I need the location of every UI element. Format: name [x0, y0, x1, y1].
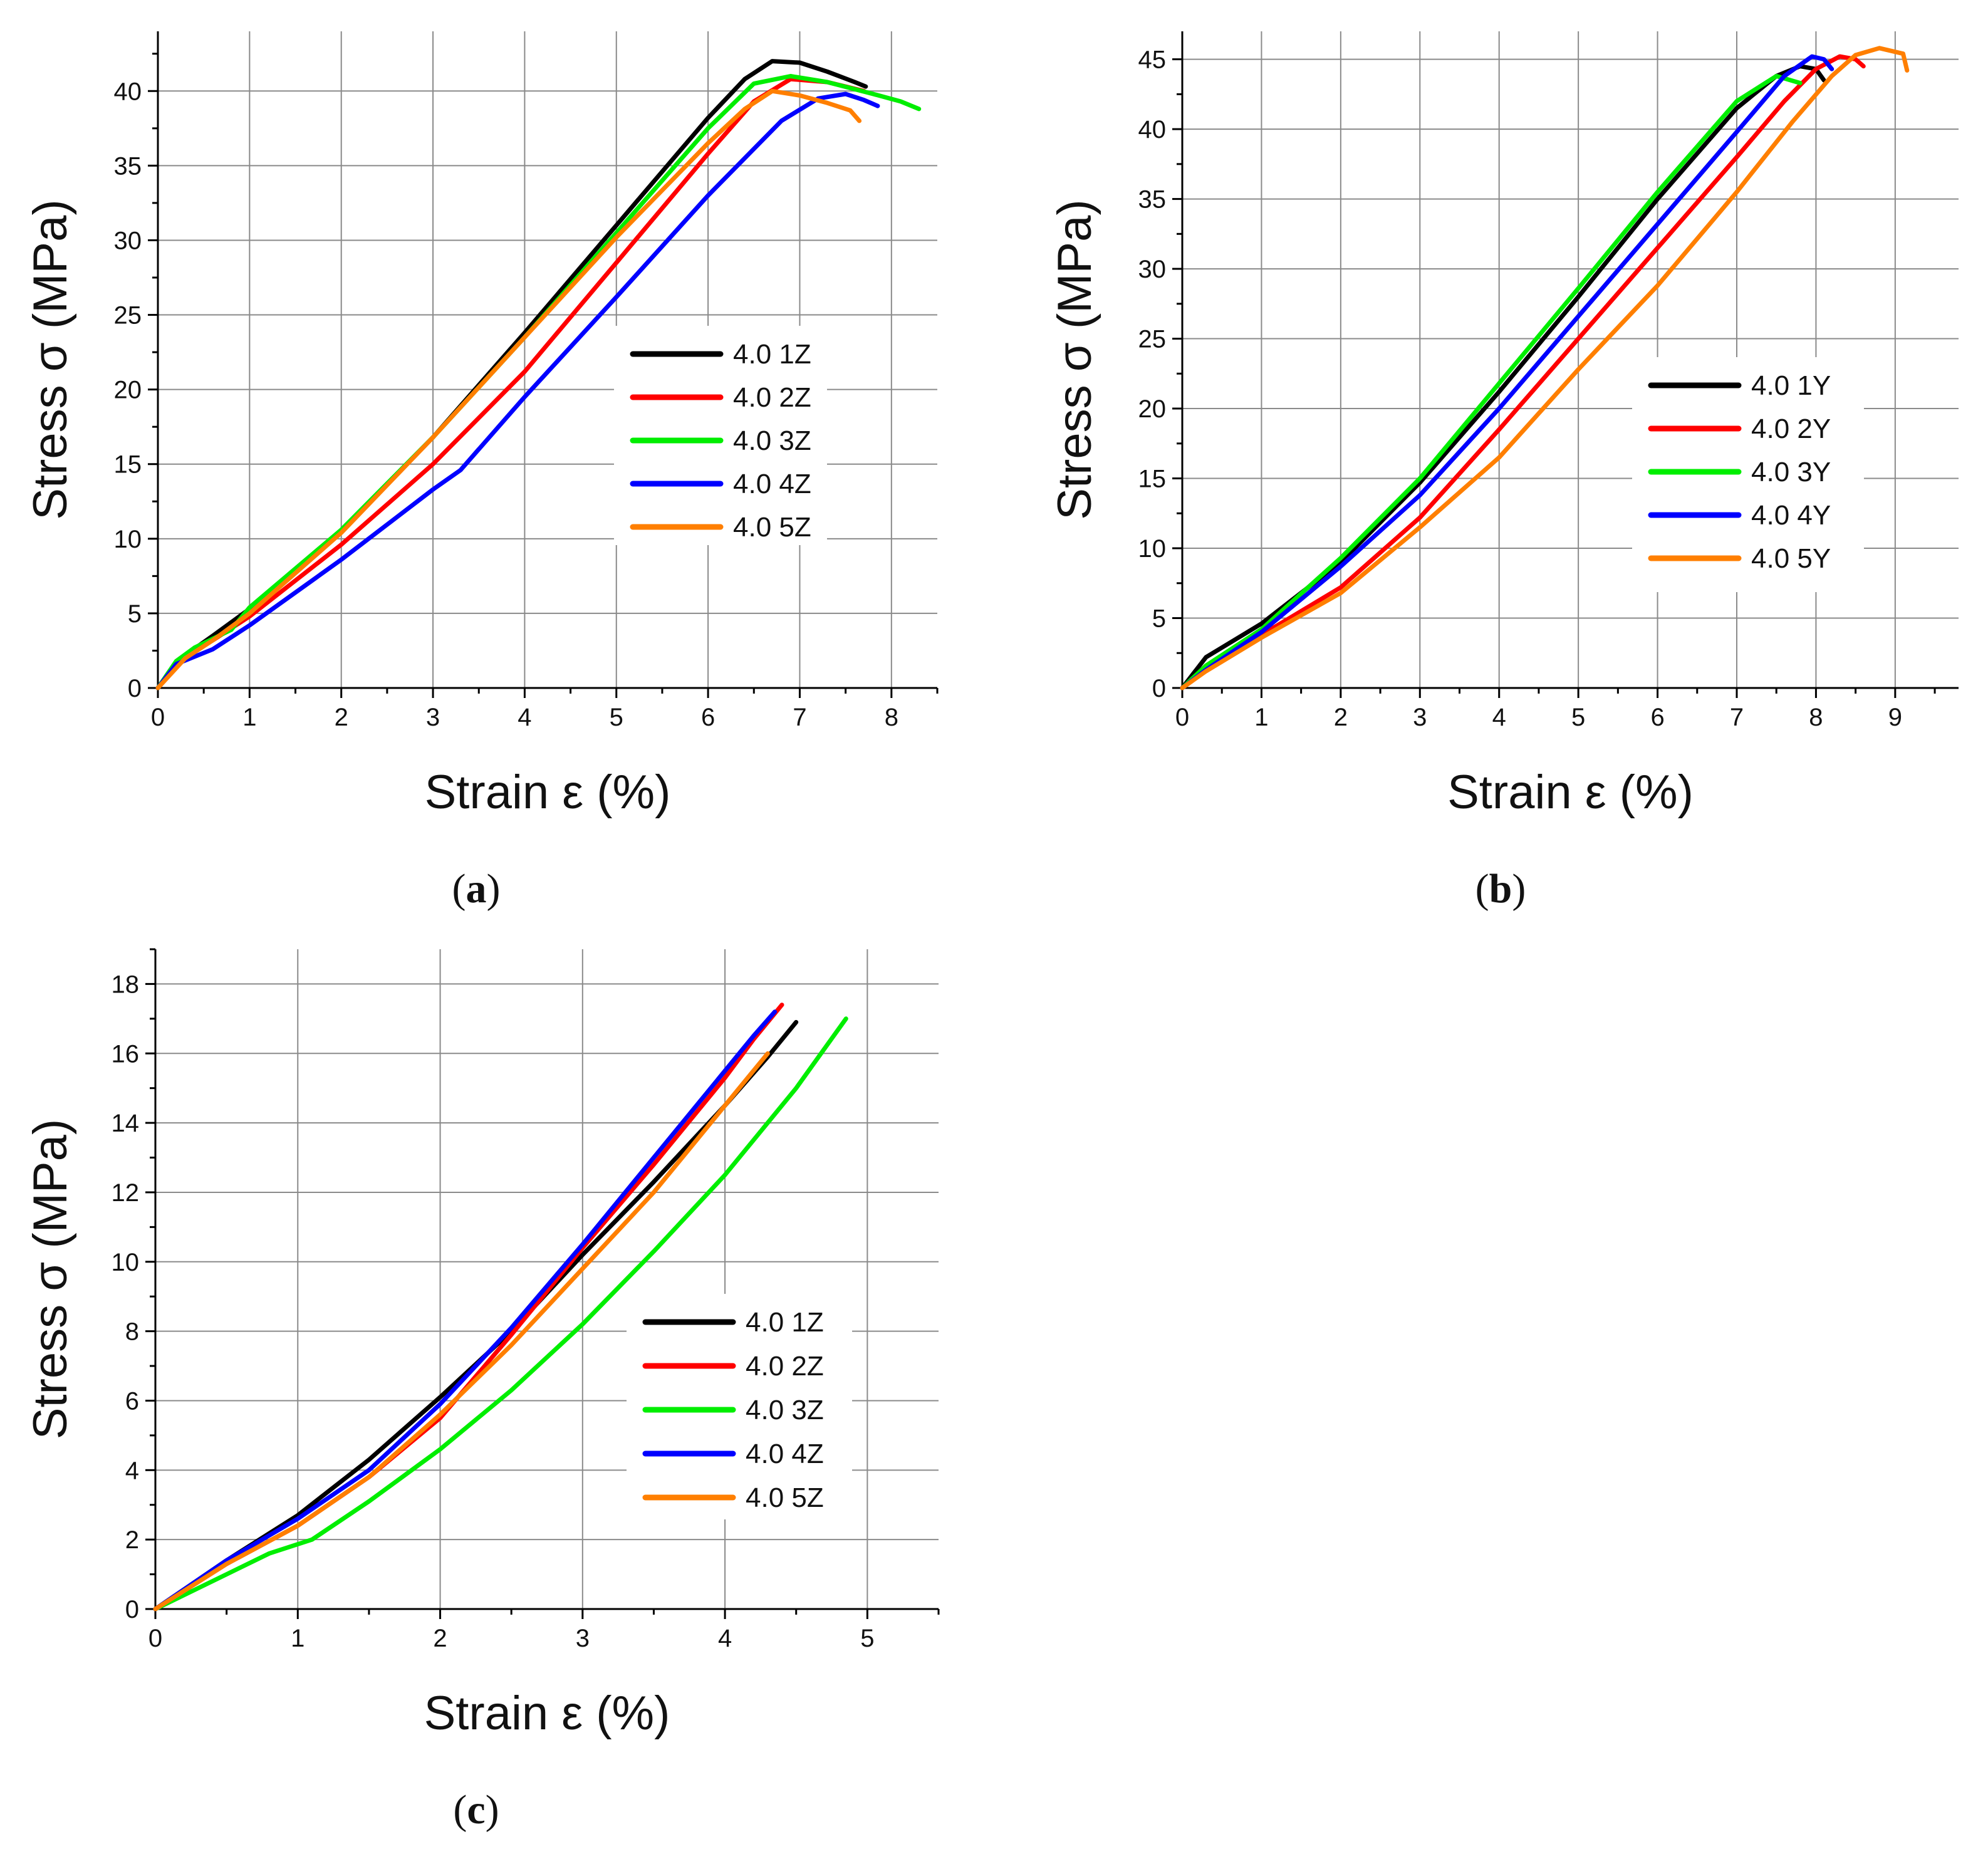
series-line-4-0-4z	[153, 1009, 778, 1612]
caption-c: (c)	[453, 1787, 499, 1833]
series-line-4-0-2y	[1180, 54, 1866, 690]
series-line-4-0-4y	[1180, 54, 1834, 690]
caption-b: (b)	[1475, 866, 1526, 912]
y-tick-label: 5	[1152, 605, 1166, 633]
x-tick-label: 9	[1888, 704, 1902, 731]
y-tick-label: 20	[1138, 395, 1167, 423]
x-tick-label: 3	[426, 704, 440, 731]
legend-label: 4.0 3Y	[1751, 457, 1831, 487]
x-tick-label: 5	[610, 704, 623, 731]
legend-label: 4.0 4Y	[1751, 500, 1831, 531]
y-tick-label: 25	[114, 302, 142, 330]
y-tick-label: 40	[1138, 116, 1167, 143]
x-tick-label: 0	[1175, 704, 1189, 731]
x-tick-label: 6	[701, 704, 715, 731]
series-line-4-0-3y	[1180, 73, 1803, 690]
y-tick-label: 25	[1138, 326, 1167, 353]
y-tick-label: 45	[1138, 46, 1167, 74]
y-tick-label: 10	[114, 526, 142, 553]
chart-panel-a: 0 1 2 3 4 5 6 7 8 0 5 10 15 20 25 30 35 40 Strain ε (%) Str…	[24, 31, 939, 819]
legend-box	[614, 326, 827, 545]
x-tick-label: 6	[1650, 704, 1664, 731]
x-tick-label: 3	[1413, 704, 1427, 731]
x-tick-label: 4	[518, 704, 531, 731]
legend-label: 4.0 2Y	[1751, 414, 1831, 444]
y-axis-title: Stress σ (MPa)	[24, 199, 77, 519]
legend-label: 4.0 5Z	[746, 1482, 824, 1513]
series-line-4-0-5z	[153, 1051, 770, 1612]
x-axis-title: Strain ε (%)	[424, 1687, 670, 1740]
y-tick-label: 14	[112, 1110, 140, 1137]
y-tick-label: 18	[112, 971, 140, 998]
y-tick-label: 15	[114, 451, 142, 479]
y-tick-label: 15	[1138, 466, 1167, 493]
y-tick-label: 10	[1138, 535, 1167, 563]
y-tick-label: 0	[128, 675, 142, 702]
x-tick-label: 1	[242, 704, 256, 731]
y-tick-label: 6	[125, 1387, 139, 1415]
legend-box	[627, 1294, 852, 1519]
legend-label: 4.0 2Z	[733, 382, 811, 413]
legend-label: 4.0 1Z	[746, 1307, 824, 1338]
x-tick-label: 0	[148, 1625, 162, 1652]
legend-label: 4.0 1Y	[1751, 370, 1831, 401]
y-axis-title: Stress σ (MPa)	[24, 1119, 77, 1439]
legend-label: 4.0 3Z	[746, 1395, 824, 1425]
legend-label: 4.0 3Z	[733, 425, 811, 456]
y-tick-label: 12	[112, 1179, 140, 1207]
x-axis-title: Strain ε (%)	[1447, 766, 1694, 819]
y-tick-label: 0	[125, 1596, 139, 1623]
x-tick-label: 1	[1254, 704, 1268, 731]
y-tick-label: 5	[128, 600, 142, 628]
y-tick-label: 10	[112, 1249, 140, 1276]
y-tick-label: 0	[1152, 675, 1166, 702]
legend-label: 4.0 5Z	[733, 512, 811, 543]
x-tick-label: 8	[1809, 704, 1823, 731]
legend-label: 4.0 4Z	[733, 469, 811, 499]
y-tick-label: 35	[114, 152, 142, 180]
y-tick-label: 30	[114, 227, 142, 254]
series-line-4-0-4z	[155, 91, 880, 690]
x-tick-label: 2	[1334, 704, 1348, 731]
series-line-4-0-1z	[155, 59, 868, 690]
y-tick-label: 35	[1138, 186, 1167, 214]
y-tick-label: 16	[112, 1040, 140, 1068]
x-tick-label: 7	[793, 704, 806, 731]
y-tick-label: 8	[125, 1318, 139, 1346]
x-tick-label: 4	[1492, 704, 1506, 731]
y-tick-label: 40	[114, 78, 142, 105]
series-line-4-0-3z	[153, 1016, 848, 1612]
x-tick-label: 7	[1730, 704, 1744, 731]
legend-label: 4.0 1Z	[733, 339, 811, 370]
x-tick-label: 0	[151, 704, 165, 731]
x-tick-label: 1	[291, 1625, 304, 1652]
x-axis-title: Strain ε (%)	[425, 766, 671, 819]
caption-a: (a)	[452, 866, 501, 912]
x-tick-label: 5	[1571, 704, 1585, 731]
x-tick-label: 2	[433, 1625, 447, 1652]
y-tick-label: 4	[125, 1457, 139, 1484]
legend-label: 4.0 4Z	[746, 1439, 824, 1469]
x-tick-label: 4	[718, 1625, 732, 1652]
x-tick-label: 3	[576, 1625, 590, 1652]
x-tick-label: 2	[335, 704, 348, 731]
y-tick-label: 2	[125, 1526, 139, 1554]
legend-label: 4.0 2Z	[746, 1351, 824, 1382]
y-axis-title: Stress σ (MPa)	[1048, 199, 1101, 519]
series-line-4-0-5z	[155, 88, 862, 690]
series-line-4-0-5y	[1180, 46, 1910, 690]
legend-label: 4.0 5Y	[1751, 543, 1831, 574]
y-tick-label: 20	[114, 377, 142, 404]
x-tick-label: 5	[860, 1625, 874, 1652]
y-tick-label: 30	[1138, 256, 1167, 283]
x-tick-label: 8	[885, 704, 898, 731]
